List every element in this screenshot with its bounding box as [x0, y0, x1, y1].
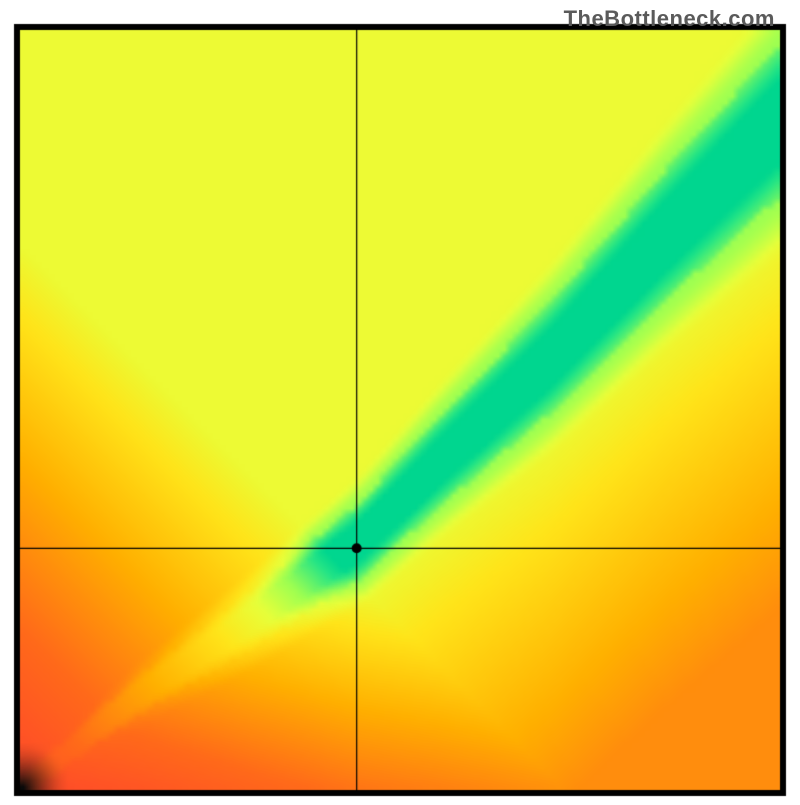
heatmap-canvas	[0, 0, 800, 800]
watermark-text: TheBottleneck.com	[564, 6, 775, 32]
heatmap-canvas-wrap	[0, 0, 800, 805]
chart-container: TheBottleneck.com	[0, 0, 800, 800]
